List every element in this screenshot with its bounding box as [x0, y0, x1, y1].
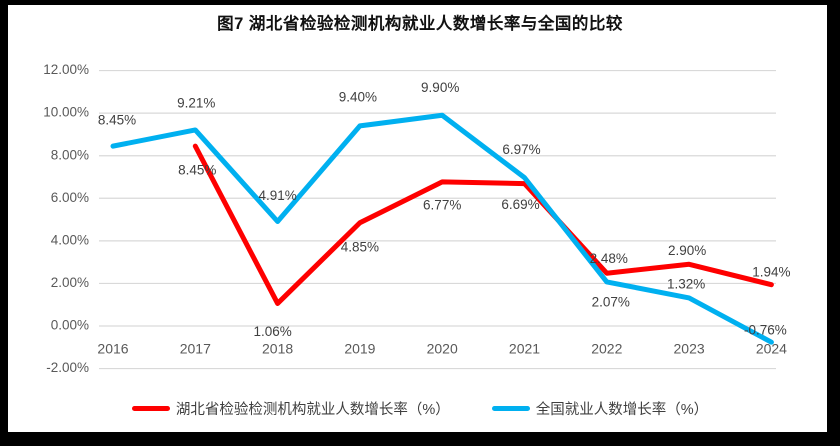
data-label: 6.77%: [423, 197, 461, 212]
x-tick-label: 2023: [674, 341, 705, 357]
data-label: 9.90%: [421, 80, 459, 95]
data-label: 6.97%: [502, 142, 540, 157]
x-tick-label: 2022: [591, 341, 622, 357]
x-tick-label: 2016: [97, 341, 128, 357]
y-tick-label: 0.00%: [51, 318, 89, 333]
legend-item-hubei: 湖北省检验检测机构就业人数增长率（%）: [131, 398, 450, 419]
data-label: 2.07%: [592, 295, 630, 310]
y-tick-label: 2.00%: [51, 275, 89, 290]
data-label: 1.94%: [752, 264, 790, 279]
x-tick-label: 2017: [180, 341, 211, 357]
legend-label-national: 全国就业人数增长率（%）: [535, 401, 709, 418]
series-line-0: [192, 143, 774, 306]
legend-swatch-blue: [491, 405, 530, 411]
x-tick-label: 2024: [756, 341, 787, 357]
data-label: 1.32%: [667, 276, 705, 291]
data-label: 4.91%: [258, 188, 296, 203]
x-tick-label: 2019: [344, 341, 375, 357]
x-tick-label: 2018: [262, 341, 293, 357]
y-tick-label: 8.00%: [51, 147, 89, 162]
data-label: 9.21%: [177, 96, 215, 111]
data-label: 8.45%: [178, 163, 216, 178]
data-label: 2.48%: [590, 251, 628, 266]
data-label: 6.69%: [501, 197, 539, 212]
chart-panel: [8, 5, 827, 432]
series-line-1: [110, 112, 774, 345]
legend-label-hubei: 湖北省检验检测机构就业人数增长率（%）: [175, 401, 450, 418]
data-label: 2.90%: [668, 243, 706, 258]
y-tick-label: 6.00%: [51, 190, 89, 205]
data-label: 9.40%: [339, 89, 377, 104]
x-tick-label: 2021: [509, 341, 540, 357]
data-label: 1.06%: [253, 324, 291, 339]
data-label: -0.76%: [744, 323, 787, 338]
y-tick-label: -2.00%: [46, 360, 89, 375]
data-label: 8.45%: [98, 113, 136, 128]
x-tick-label: 2020: [427, 341, 458, 357]
chart-title: 图7 湖北省检验检测机构就业人数增长率与全国的比较: [217, 15, 623, 33]
y-tick-label: 12.00%: [43, 62, 89, 77]
legend-swatch-red: [131, 405, 170, 411]
y-tick-label: 10.00%: [43, 105, 89, 120]
legend-item-national: 全国就业人数增长率（%）: [491, 398, 709, 419]
chart-legend: 湖北省检验检测机构就业人数增长率（%） 全国就业人数增长率（%）: [0, 396, 840, 420]
data-label: 4.85%: [341, 239, 379, 254]
y-tick-label: 4.00%: [51, 232, 89, 247]
